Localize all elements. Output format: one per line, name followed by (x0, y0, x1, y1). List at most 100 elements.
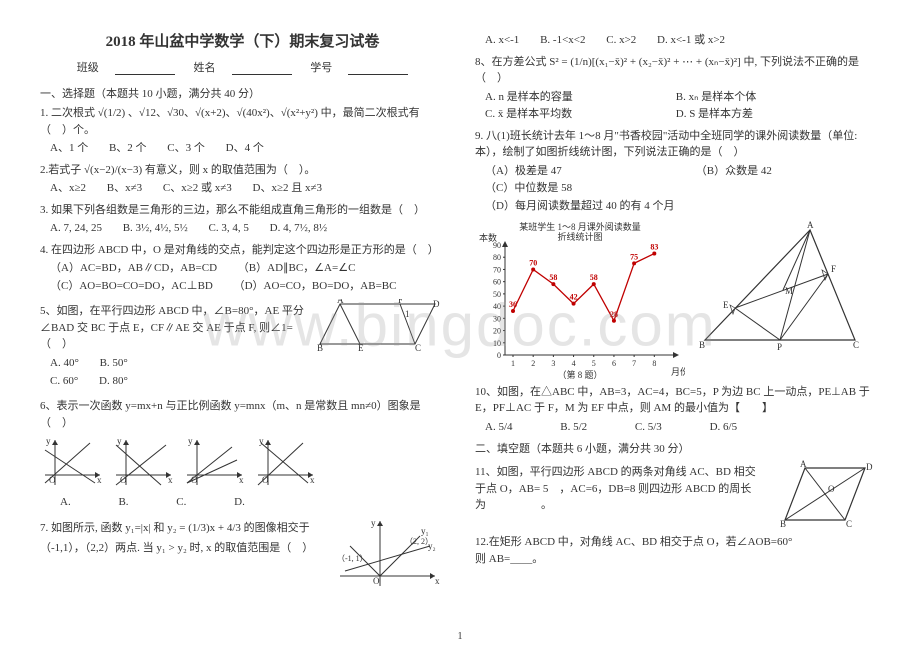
q3-opt-c: C. 3, 4, 5 (209, 220, 249, 238)
q6-graph-d: xy O (253, 435, 318, 490)
question-7-options: A. x<-1 B. -1<x<2 C. x>2 D. x<-1 或 x>2 (485, 32, 880, 50)
q4-opt-b: （B）AD∥BC，∠A=∠C (238, 260, 356, 278)
svg-text:C: C (853, 340, 859, 350)
svg-text:40: 40 (493, 302, 501, 311)
svg-text:（第 8 题）: （第 8 题） (557, 369, 602, 380)
q6-label-b: B. (118, 494, 128, 512)
svg-text:36: 36 (509, 300, 517, 309)
name-blank (232, 63, 292, 75)
page-number: 1 (458, 631, 463, 642)
question-2-options: A、x≥2 B、x≠3 C、x≥2 或 x≠3 D、x≥2 且 x≠3 (50, 180, 445, 198)
svg-text:月份: 月份 (671, 366, 685, 377)
question-9: 9. 八(1)班长统计去年 1～8 月"书香校园"活动中全班同学的课外阅读数量（… (475, 128, 880, 161)
right-column: A. x<-1 B. -1<x<2 C. x>2 D. x<-1 或 x>2 8… (475, 30, 880, 591)
svg-text:本数: 本数 (479, 232, 497, 243)
question-1-options: A、1 个 B、2 个 C、3 个 D、4 个 (50, 140, 445, 158)
question-3: 3. 如果下列各组数是三角形的三边，那么不能组成直角三角形的一组数是（ ） (40, 202, 445, 219)
parallelogram-figure: A D B C E F 1 (315, 299, 445, 354)
question-4-options: （A）AC=BD，AB∥CD，AB=CD （B）AD∥BC，∠A=∠C （C）A… (50, 260, 445, 295)
q9-opt-c: （C）中位数是 58 (485, 180, 675, 198)
svg-text:（-1, 1）: （-1, 1） (337, 554, 368, 563)
q2-opt-b: B、x≠3 (107, 180, 142, 198)
svg-text:F: F (831, 264, 836, 274)
svg-text:60: 60 (493, 277, 501, 286)
svg-text:80: 80 (493, 253, 501, 262)
svg-text:O: O (262, 475, 269, 485)
svg-text:某班学生 1～8 月课外阅读数量: 某班学生 1～8 月课外阅读数量 (519, 221, 641, 232)
q9-opt-d: （D）每月阅读数量超过 40 的有 4 个月 (485, 198, 674, 216)
q7-opt-a: A. x<-1 (485, 32, 519, 50)
left-column: 2018 年山盆中学数学（下）期末复习试卷 班级 姓名 学号 一、选择题（本题共… (40, 30, 445, 591)
q10-opt-b: B. 5/2 (560, 419, 587, 437)
q1-opt-b: B、2 个 (109, 140, 147, 158)
svg-text:D: D (433, 299, 440, 309)
svg-text:A: A (807, 220, 814, 230)
question-8-options: A. n 是样本的容量 B. xₙ 是样本个体 C. x̄ 是样本平均数 D. … (485, 89, 880, 124)
question-2: 2.若式子 √(x−2)/(x−3) 有意义，则 x 的取值范围为（ ）。 (40, 162, 445, 179)
q4-opt-c: （C）AO=BO=CO=DO，AC⊥BD (50, 278, 213, 296)
question-10: 10、如图，在△ABC 中，AB=3，AC=4，BC=5，P 为边 BC 上一动… (475, 384, 880, 417)
q3-opt-a: A. 7, 24, 25 (50, 220, 102, 238)
svg-text:y: y (371, 518, 376, 528)
q1-opt-c: C、3 个 (167, 140, 205, 158)
svg-text:F: F (398, 299, 403, 305)
q6-graph-c: xy O (182, 435, 247, 490)
question-6: 6、表示一次函数 y=mx+n 与正比例函数 y=mnx（m、n 是常数且 mn… (40, 398, 445, 431)
svg-text:1: 1 (405, 309, 410, 319)
svg-text:3: 3 (551, 359, 555, 368)
svg-text:O: O (120, 475, 127, 485)
svg-text:P: P (777, 342, 782, 352)
id-blank (348, 63, 408, 75)
svg-text:A: A (337, 299, 344, 305)
svg-text:30: 30 (493, 314, 501, 323)
svg-text:x: x (168, 475, 173, 485)
q2-opt-d: D、x≥2 且 x≠3 (253, 180, 323, 198)
question-6-graphs: xy O xy O xy O xy O (40, 435, 445, 490)
svg-text:x: x (435, 576, 440, 586)
svg-text:42: 42 (570, 292, 578, 301)
svg-text:O: O (191, 475, 198, 485)
q7-opt-b: B. -1<x<2 (540, 32, 585, 50)
svg-text:50: 50 (493, 289, 501, 298)
q8-opt-d: D. S 是样本方差 (676, 106, 753, 124)
question-12: 12.在矩形 ABCD 中，对角线 AC、BD 相交于点 O，若∠AOB=60°… (475, 534, 880, 567)
q10-opt-c: C. 5/3 (635, 419, 662, 437)
svg-text:4: 4 (572, 359, 576, 368)
svg-text:x: x (310, 475, 315, 485)
svg-text:折线统计图: 折线统计图 (557, 231, 602, 242)
q5-opt-d: D. 80° (99, 373, 128, 391)
rhombus-figure: A D B C O (770, 460, 880, 530)
question-6-labels: A. B. C. D. (60, 494, 445, 512)
q9-opt-a: （A）极差是 47 (485, 163, 675, 181)
question-7a: 7. 如图所示, 函数 y₁=|x| 和 y₂ = (1/3)x + 4/3 的… (40, 520, 331, 537)
svg-text:70: 70 (529, 258, 537, 267)
svg-text:B: B (317, 343, 323, 353)
q1-opt-d: D、4 个 (226, 140, 264, 158)
svg-text:10: 10 (493, 338, 501, 347)
question-7b: （-1,1），（2,2）两点. 当 y₁ > y₂ 时, x 的取值范围是（ ） (40, 540, 331, 557)
section-1-heading: 一、选择题（本题共 10 小题，满分共 40 分） (40, 85, 445, 101)
svg-text:y: y (188, 436, 193, 446)
name-label: 姓名 (194, 59, 216, 75)
q5-opt-c: C. 60° (50, 373, 78, 391)
class-label: 班级 (77, 59, 99, 75)
question-10-options: A. 5/4 B. 5/2 C. 5/3 D. 6/5 (485, 419, 880, 437)
q6-label-d: D. (234, 494, 245, 512)
svg-text:58: 58 (590, 273, 598, 282)
q3-opt-b: B. 3½, 4½, 5½ (123, 220, 188, 238)
q6-label-a: A. (60, 494, 71, 512)
svg-text:C: C (846, 519, 852, 529)
svg-text:B: B (780, 519, 786, 529)
svg-text:O: O (828, 484, 835, 494)
question-1: 1. 二次根式 √(1/2) 、√12、√30、√(x+2)、√(40x²)、√… (40, 105, 445, 138)
id-label: 学号 (310, 59, 332, 75)
svg-text:83: 83 (650, 242, 658, 251)
q10-opt-a: A. 5/4 (485, 419, 513, 437)
svg-text:A: A (800, 460, 807, 469)
svg-text:C: C (415, 343, 421, 353)
svg-text:7: 7 (632, 359, 636, 368)
exam-title: 2018 年山盆中学数学（下）期末复习试卷 (40, 30, 445, 51)
q2-opt-c: C、x≥2 或 x≠3 (163, 180, 232, 198)
svg-text:E: E (358, 343, 364, 353)
q4-opt-d: （D）AO=CO，BO=DO，AB=BC (234, 278, 397, 296)
